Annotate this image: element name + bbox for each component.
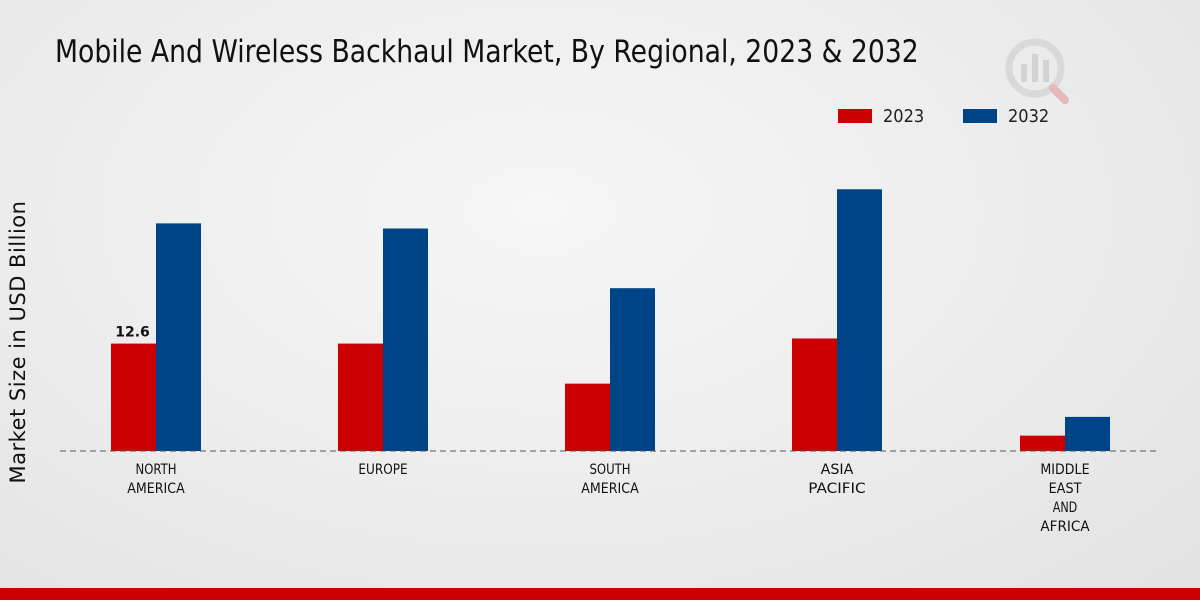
watermark-logo-icon (1005, 38, 1069, 104)
legend-item-2032: 2032 (962, 105, 1054, 127)
x-tick-line: PACIFIC (808, 481, 866, 497)
legend-label-2023: 2023 (883, 105, 925, 127)
labels-layer: 12.6 (115, 325, 150, 341)
bar-2032-asia-pacific (837, 189, 882, 451)
bars-layer (111, 189, 1110, 451)
x-tick-line: AMERICA (581, 481, 639, 497)
data-label: 12.6 (115, 325, 150, 341)
legend-swatch-2032 (962, 109, 997, 123)
legend-item-2023: 2023 (838, 106, 929, 127)
bar-2023-europe (338, 343, 383, 451)
x-tick-labels: NORTH AMERICA EUROPE SOUTH AMERICA ASIA PACIFI… (127, 462, 1090, 535)
bar-2023-south-america (565, 383, 610, 451)
x-tick-line: EAST (1049, 481, 1082, 497)
x-tick-label-north-america: NORTH AMERICA (127, 462, 185, 497)
bar-2023-north-america (111, 343, 156, 451)
x-tick-label-middle-east-and-africa: MIDDLE EAST AND AFRICA (1040, 462, 1090, 535)
x-tick-line: MIDDLE (1040, 462, 1089, 478)
x-tick-line: AFRICA (1040, 519, 1090, 535)
chart-title: Mobile And Wireless Backhaul Market, By … (55, 34, 919, 70)
x-tick-line: EUROPE (358, 462, 407, 478)
x-tick-line: NORTH (136, 462, 177, 478)
x-tick-line: ASIA (821, 462, 854, 478)
bar-2032-middle-east-and-africa (1065, 416, 1110, 451)
legend: 2023 2032 (838, 104, 1088, 128)
x-tick-line: SOUTH (590, 462, 631, 478)
legend-swatch-2023 (838, 109, 872, 123)
bar-2032-north-america (156, 223, 201, 451)
x-tick-label-asia-pacific: ASIA PACIFIC (808, 462, 866, 497)
legend-label-2032: 2032 (1007, 105, 1050, 127)
bar-2032-south-america (610, 288, 655, 451)
bar-2023-asia-pacific (792, 338, 837, 451)
x-tick-label-europe: EUROPE (358, 462, 407, 478)
x-tick-line: AND (1053, 500, 1078, 516)
bar-2032-europe (383, 228, 428, 451)
bottom-accent-bar (0, 588, 1200, 600)
bar-2023-middle-east-and-africa (1020, 435, 1065, 451)
x-tick-label-south-america: SOUTH AMERICA (581, 462, 639, 497)
x-tick-line: AMERICA (127, 481, 185, 497)
